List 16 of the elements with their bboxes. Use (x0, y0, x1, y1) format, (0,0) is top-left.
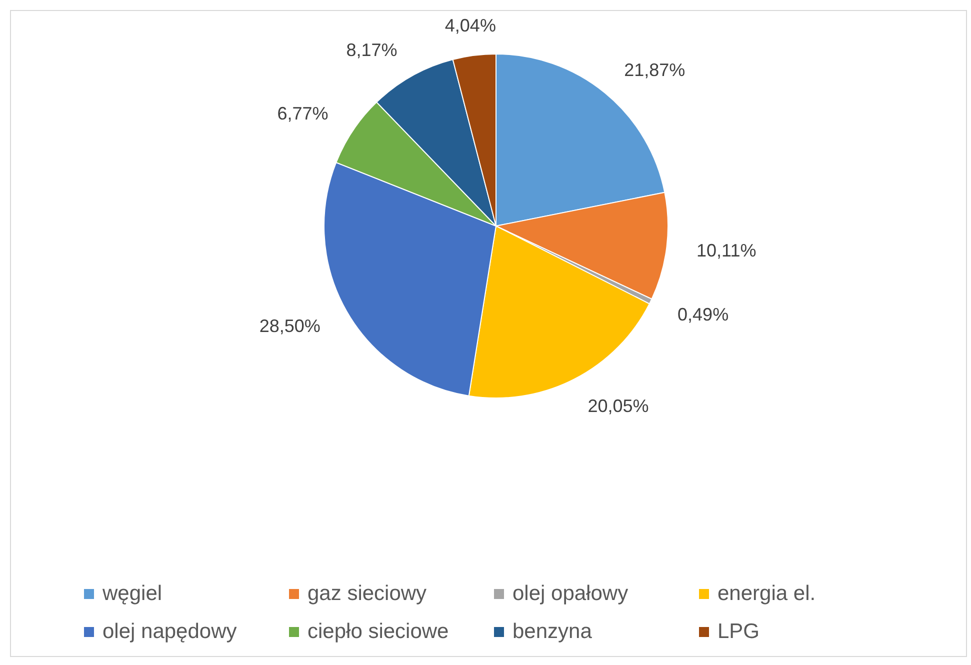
legend-label: LPG (718, 620, 760, 644)
legend-label: węgiel (102, 582, 162, 606)
data-label: 4,04% (444, 16, 496, 36)
legend-label: gaz sieciowy (308, 582, 427, 606)
legend-label: benzyna (512, 620, 592, 644)
legend-label: olej opałowy (512, 582, 628, 606)
data-label: 21,87% (624, 60, 686, 80)
data-label: 20,05% (588, 396, 649, 416)
legend-label: energia el. (718, 582, 816, 606)
data-label: 0,49% (678, 304, 729, 325)
data-label: 8,17% (346, 40, 398, 60)
data-label: 10,11% (696, 240, 756, 260)
data-label: 6,77% (277, 103, 328, 124)
data-label: 28,50% (259, 316, 320, 336)
legend-label: ciepło sieciowe (308, 620, 449, 644)
legend-label: olej napędowy (102, 620, 237, 644)
